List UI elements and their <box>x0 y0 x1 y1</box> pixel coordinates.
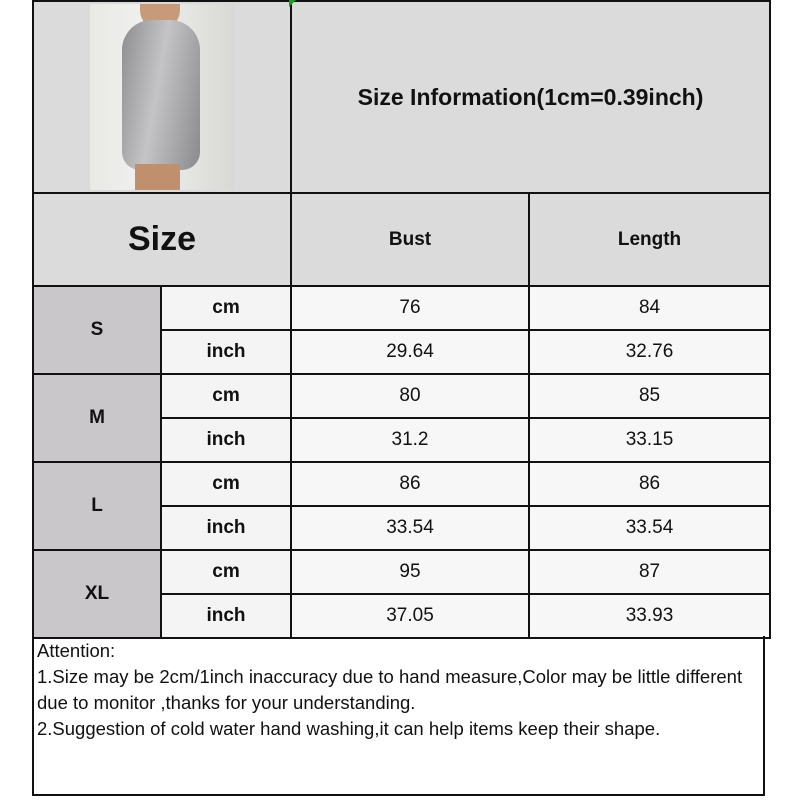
corner-marker <box>289 0 296 7</box>
unit-label: cm <box>160 373 292 419</box>
bust-value: 33.54 <box>290 505 530 551</box>
unit-label: inch <box>160 593 292 639</box>
attention-line-1: 1.Size may be 2cm/1inch inaccuracy due t… <box>37 666 748 713</box>
unit-label: inch <box>160 505 292 551</box>
bust-column-header: Bust <box>290 192 530 287</box>
attention-notes: Attention: 1.Size may be 2cm/1inch inacc… <box>32 636 765 796</box>
size-label: S <box>32 285 162 375</box>
table-row: inch 37.05 33.93 <box>33 593 772 639</box>
product-photo-cell <box>32 0 292 194</box>
unit-label: cm <box>160 549 292 595</box>
size-label: M <box>32 373 162 463</box>
unit-label: inch <box>160 417 292 463</box>
attention-heading: Attention: <box>37 640 116 661</box>
size-label: XL <box>32 549 162 639</box>
bust-value: 95 <box>290 549 530 595</box>
product-photo <box>90 4 234 190</box>
size-chart-table: Size Information(1cm=0.39inch) Size Bust… <box>32 0 772 639</box>
length-value: 87 <box>527 549 772 595</box>
length-value: 85 <box>527 373 772 419</box>
table-row: inch 31.2 33.15 <box>33 417 772 463</box>
bust-value: 80 <box>290 373 530 419</box>
length-value: 86 <box>527 461 772 507</box>
unit-label: cm <box>160 285 292 331</box>
unit-label: cm <box>160 461 292 507</box>
length-value: 32.76 <box>527 329 772 375</box>
length-value: 33.15 <box>527 417 772 463</box>
unit-label: inch <box>160 329 292 375</box>
length-value: 33.93 <box>527 593 772 639</box>
table-row: inch 33.54 33.54 <box>33 505 772 551</box>
bust-value: 31.2 <box>290 417 530 463</box>
chart-title: Size Information(1cm=0.39inch) <box>289 0 772 194</box>
bust-value: 76 <box>290 285 530 331</box>
bust-value: 29.64 <box>290 329 530 375</box>
length-value: 84 <box>527 285 772 331</box>
size-column-header: Size <box>32 192 292 287</box>
size-label: L <box>32 461 162 551</box>
length-column-header: Length <box>527 192 772 287</box>
length-value: 33.54 <box>527 505 772 551</box>
bust-value: 37.05 <box>290 593 530 639</box>
table-row: inch 29.64 32.76 <box>33 329 772 375</box>
attention-line-2: 2.Suggestion of cold water hand washing,… <box>37 718 661 739</box>
table-row: XL cm 95 87 <box>32 549 772 639</box>
bust-value: 86 <box>290 461 530 507</box>
